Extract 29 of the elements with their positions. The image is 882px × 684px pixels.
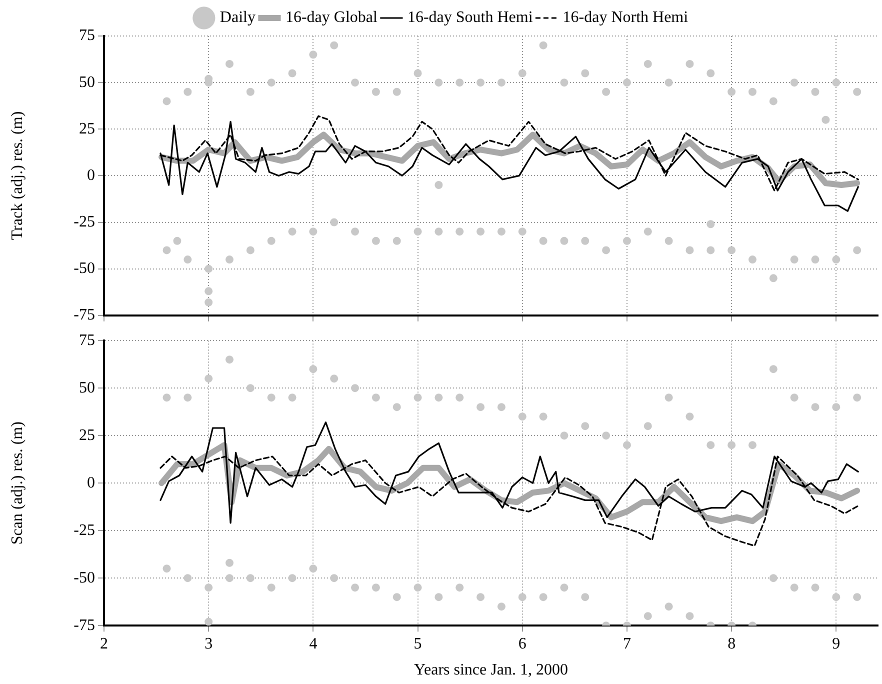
legend-label: 16-day North Hemi [562,9,689,26]
y-tick-label: 75 [79,332,95,349]
y-tick-label: 75 [79,27,95,44]
y-tick-label: -25 [74,522,95,539]
x-tick-label: 3 [204,635,213,652]
x-axis-title: Years since Jan. 1, 2000 [414,662,568,679]
y-tick-label: -75 [74,306,95,324]
y-axis-title: Scan (adj.) res. (m) [8,422,26,545]
y-tick-label: 50 [79,74,95,91]
x-tick-label: 7 [622,635,631,652]
y-tick-label: -50 [74,260,95,278]
y-tick-label: -75 [74,616,95,634]
legend-label: 16-day Global [285,9,378,26]
x-tick-label: 6 [518,635,526,652]
y-tick-label: 0 [87,474,95,492]
x-tick-label: 5 [414,635,422,652]
y-tick-label: 25 [79,120,95,138]
x-tick-label: 8 [728,635,736,652]
y-axis-title: Track (adj.) res. (m) [8,111,26,240]
y-tick-label: 25 [79,426,95,444]
x-tick-label: 2 [100,635,108,652]
x-tick-label: 4 [309,635,318,652]
y-tick-label: -50 [74,569,95,586]
legend-label: 16-day South Hemi [407,9,534,26]
y-tick-label: 0 [87,166,95,184]
y-tick-label: 50 [79,379,95,396]
y-tick-label: -25 [74,213,95,230]
legend-label: Daily [220,9,256,26]
x-tick-label: 9 [832,635,840,652]
